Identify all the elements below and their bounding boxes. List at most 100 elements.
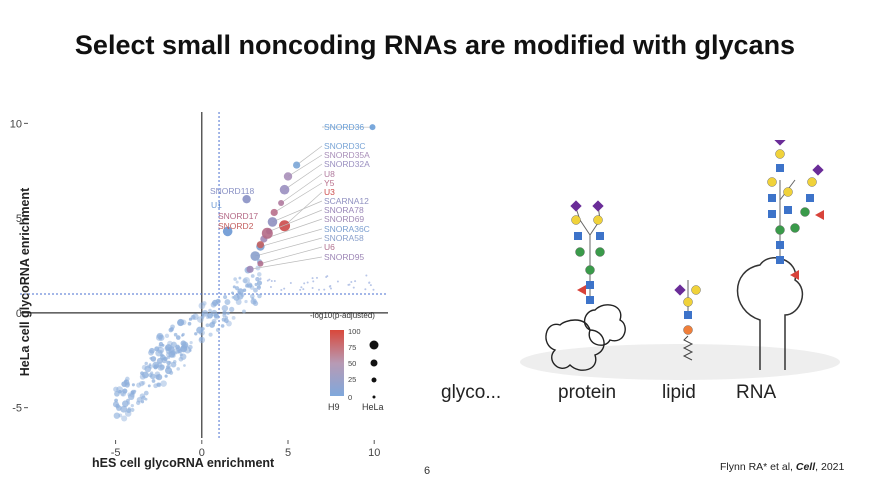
background-point bbox=[150, 371, 154, 375]
background-point bbox=[256, 278, 259, 281]
labeled-point bbox=[283, 172, 293, 181]
slide-title: Select small noncoding RNAs are modified… bbox=[74, 30, 796, 60]
background-point bbox=[269, 285, 272, 288]
background-point bbox=[253, 287, 258, 293]
background-point bbox=[160, 380, 167, 387]
fucose-icon bbox=[790, 270, 799, 280]
background-point bbox=[164, 374, 168, 378]
background-point bbox=[299, 288, 302, 291]
background-point bbox=[223, 295, 228, 300]
galactose-icon bbox=[683, 297, 693, 307]
background-point bbox=[149, 356, 153, 360]
point-label: SNORA58 bbox=[324, 233, 364, 243]
background-point bbox=[311, 286, 314, 289]
schematic-label-rna: RNA bbox=[736, 382, 777, 403]
leader-line bbox=[272, 200, 323, 223]
background-point bbox=[121, 392, 125, 396]
background-point bbox=[181, 345, 186, 350]
background-point bbox=[173, 332, 178, 337]
background-point bbox=[256, 280, 263, 286]
background-point bbox=[242, 278, 248, 284]
citation-journal: Cell bbox=[795, 461, 816, 473]
galactose-icon bbox=[571, 215, 581, 225]
background-point bbox=[248, 283, 253, 288]
rna-hairpin-icon bbox=[736, 257, 804, 370]
legend-color-tick: 50 bbox=[348, 359, 356, 368]
mannose-icon bbox=[575, 247, 585, 257]
background-point bbox=[170, 341, 177, 348]
scatter-plot: -5 0 5 101050-5SNORD36SNORD3CSNORD35ASNORD3… bbox=[10, 112, 388, 459]
background-point bbox=[181, 332, 185, 336]
background-point bbox=[215, 327, 221, 333]
y-tick-label: 10 bbox=[10, 118, 22, 130]
background-point bbox=[211, 321, 216, 325]
background-point bbox=[365, 274, 368, 277]
point-label: SNORD95 bbox=[324, 252, 364, 262]
point-label: SNORD35A bbox=[324, 150, 370, 160]
background-point bbox=[232, 285, 236, 289]
labeled-point bbox=[293, 161, 301, 169]
citation-prefix: Flynn RA* et al, bbox=[720, 461, 796, 473]
schematic-label-glyco: glyco... bbox=[441, 382, 502, 403]
background-point bbox=[165, 365, 170, 370]
point-label: Y5 bbox=[324, 178, 335, 188]
background-point bbox=[348, 283, 351, 286]
background-point bbox=[231, 296, 235, 299]
background-point bbox=[220, 324, 225, 328]
point-label: SNORD2 bbox=[218, 221, 254, 231]
sialic-acid-icon bbox=[774, 140, 786, 146]
legend-h9-label: H9 bbox=[328, 402, 340, 412]
leader-line bbox=[255, 237, 323, 257]
background-point bbox=[312, 280, 315, 283]
x-tick-label: 0 bbox=[199, 447, 205, 459]
background-point bbox=[127, 401, 131, 405]
background-point bbox=[175, 335, 181, 340]
background-point bbox=[318, 288, 321, 291]
labeled-point bbox=[242, 194, 251, 204]
leader-line bbox=[263, 218, 323, 240]
leader-line bbox=[296, 145, 323, 166]
glcnac-icon bbox=[768, 210, 776, 218]
protein-icon bbox=[545, 319, 605, 371]
labeled-point bbox=[267, 217, 278, 227]
background-point bbox=[143, 390, 149, 396]
background-point bbox=[259, 277, 262, 280]
background-point bbox=[236, 293, 244, 300]
background-point bbox=[167, 340, 173, 347]
background-point bbox=[328, 285, 331, 288]
background-point bbox=[147, 364, 151, 369]
background-point bbox=[302, 288, 305, 291]
background-point bbox=[158, 334, 165, 341]
background-point bbox=[197, 316, 204, 323]
point-label: U6 bbox=[324, 242, 335, 252]
galactose-icon bbox=[807, 177, 817, 187]
mannose-icon bbox=[775, 225, 785, 235]
background-point bbox=[206, 315, 210, 319]
galactose-icon bbox=[767, 177, 777, 187]
background-point bbox=[149, 347, 155, 354]
background-point bbox=[114, 398, 118, 403]
legend-color-tick: 100 bbox=[348, 327, 361, 336]
background-point bbox=[144, 397, 148, 401]
background-point bbox=[169, 370, 174, 375]
background-point bbox=[127, 393, 135, 401]
page-number: 6 bbox=[424, 465, 431, 477]
glcnac-icon bbox=[784, 206, 792, 214]
background-point bbox=[189, 341, 193, 345]
fucose-icon bbox=[815, 210, 824, 220]
background-point bbox=[329, 287, 332, 290]
background-point bbox=[196, 326, 204, 334]
background-point bbox=[229, 306, 235, 312]
mannose-icon bbox=[800, 207, 810, 217]
background-point bbox=[306, 281, 309, 284]
background-point bbox=[350, 281, 353, 284]
glcnac-icon bbox=[768, 194, 776, 202]
background-point bbox=[205, 323, 210, 328]
background-point bbox=[187, 344, 193, 350]
legend-hela-label: HeLa bbox=[362, 402, 384, 412]
background-point bbox=[166, 355, 171, 360]
background-point bbox=[126, 381, 130, 386]
galactose-icon bbox=[691, 285, 701, 295]
background-point bbox=[202, 301, 207, 306]
background-point bbox=[112, 401, 119, 408]
